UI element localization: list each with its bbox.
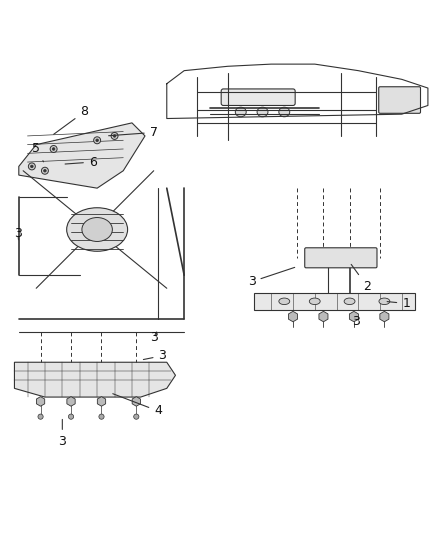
Text: 3: 3 — [58, 419, 66, 448]
Circle shape — [28, 163, 35, 170]
Text: 2: 2 — [351, 264, 371, 293]
Text: 3: 3 — [14, 228, 22, 240]
Circle shape — [99, 414, 104, 419]
Text: 8: 8 — [54, 106, 88, 134]
Text: 1: 1 — [387, 297, 410, 310]
Polygon shape — [19, 123, 145, 188]
Circle shape — [38, 414, 43, 419]
Circle shape — [113, 135, 116, 137]
Ellipse shape — [235, 107, 246, 117]
Text: 6: 6 — [65, 156, 97, 168]
FancyBboxPatch shape — [379, 87, 420, 114]
Ellipse shape — [257, 107, 268, 117]
Circle shape — [68, 414, 74, 419]
Circle shape — [44, 169, 46, 172]
Polygon shape — [254, 293, 415, 310]
Circle shape — [42, 167, 48, 174]
Text: 3: 3 — [150, 330, 158, 343]
Text: 7: 7 — [109, 126, 158, 139]
Ellipse shape — [67, 208, 127, 251]
FancyBboxPatch shape — [305, 248, 377, 268]
Ellipse shape — [279, 107, 290, 117]
Circle shape — [52, 148, 55, 150]
Ellipse shape — [82, 217, 113, 241]
Text: 4: 4 — [113, 394, 162, 417]
Circle shape — [134, 414, 139, 419]
Text: 3: 3 — [352, 316, 360, 328]
Text: 5: 5 — [32, 142, 43, 162]
Circle shape — [96, 139, 99, 142]
Circle shape — [50, 146, 57, 152]
Ellipse shape — [344, 298, 355, 304]
Circle shape — [111, 133, 118, 140]
Text: 3: 3 — [248, 268, 295, 288]
Ellipse shape — [379, 298, 390, 304]
Ellipse shape — [279, 298, 290, 304]
Ellipse shape — [309, 298, 320, 304]
Circle shape — [31, 165, 33, 168]
Circle shape — [94, 137, 101, 144]
FancyBboxPatch shape — [221, 89, 295, 106]
Polygon shape — [14, 362, 176, 397]
Text: 3: 3 — [143, 349, 166, 362]
